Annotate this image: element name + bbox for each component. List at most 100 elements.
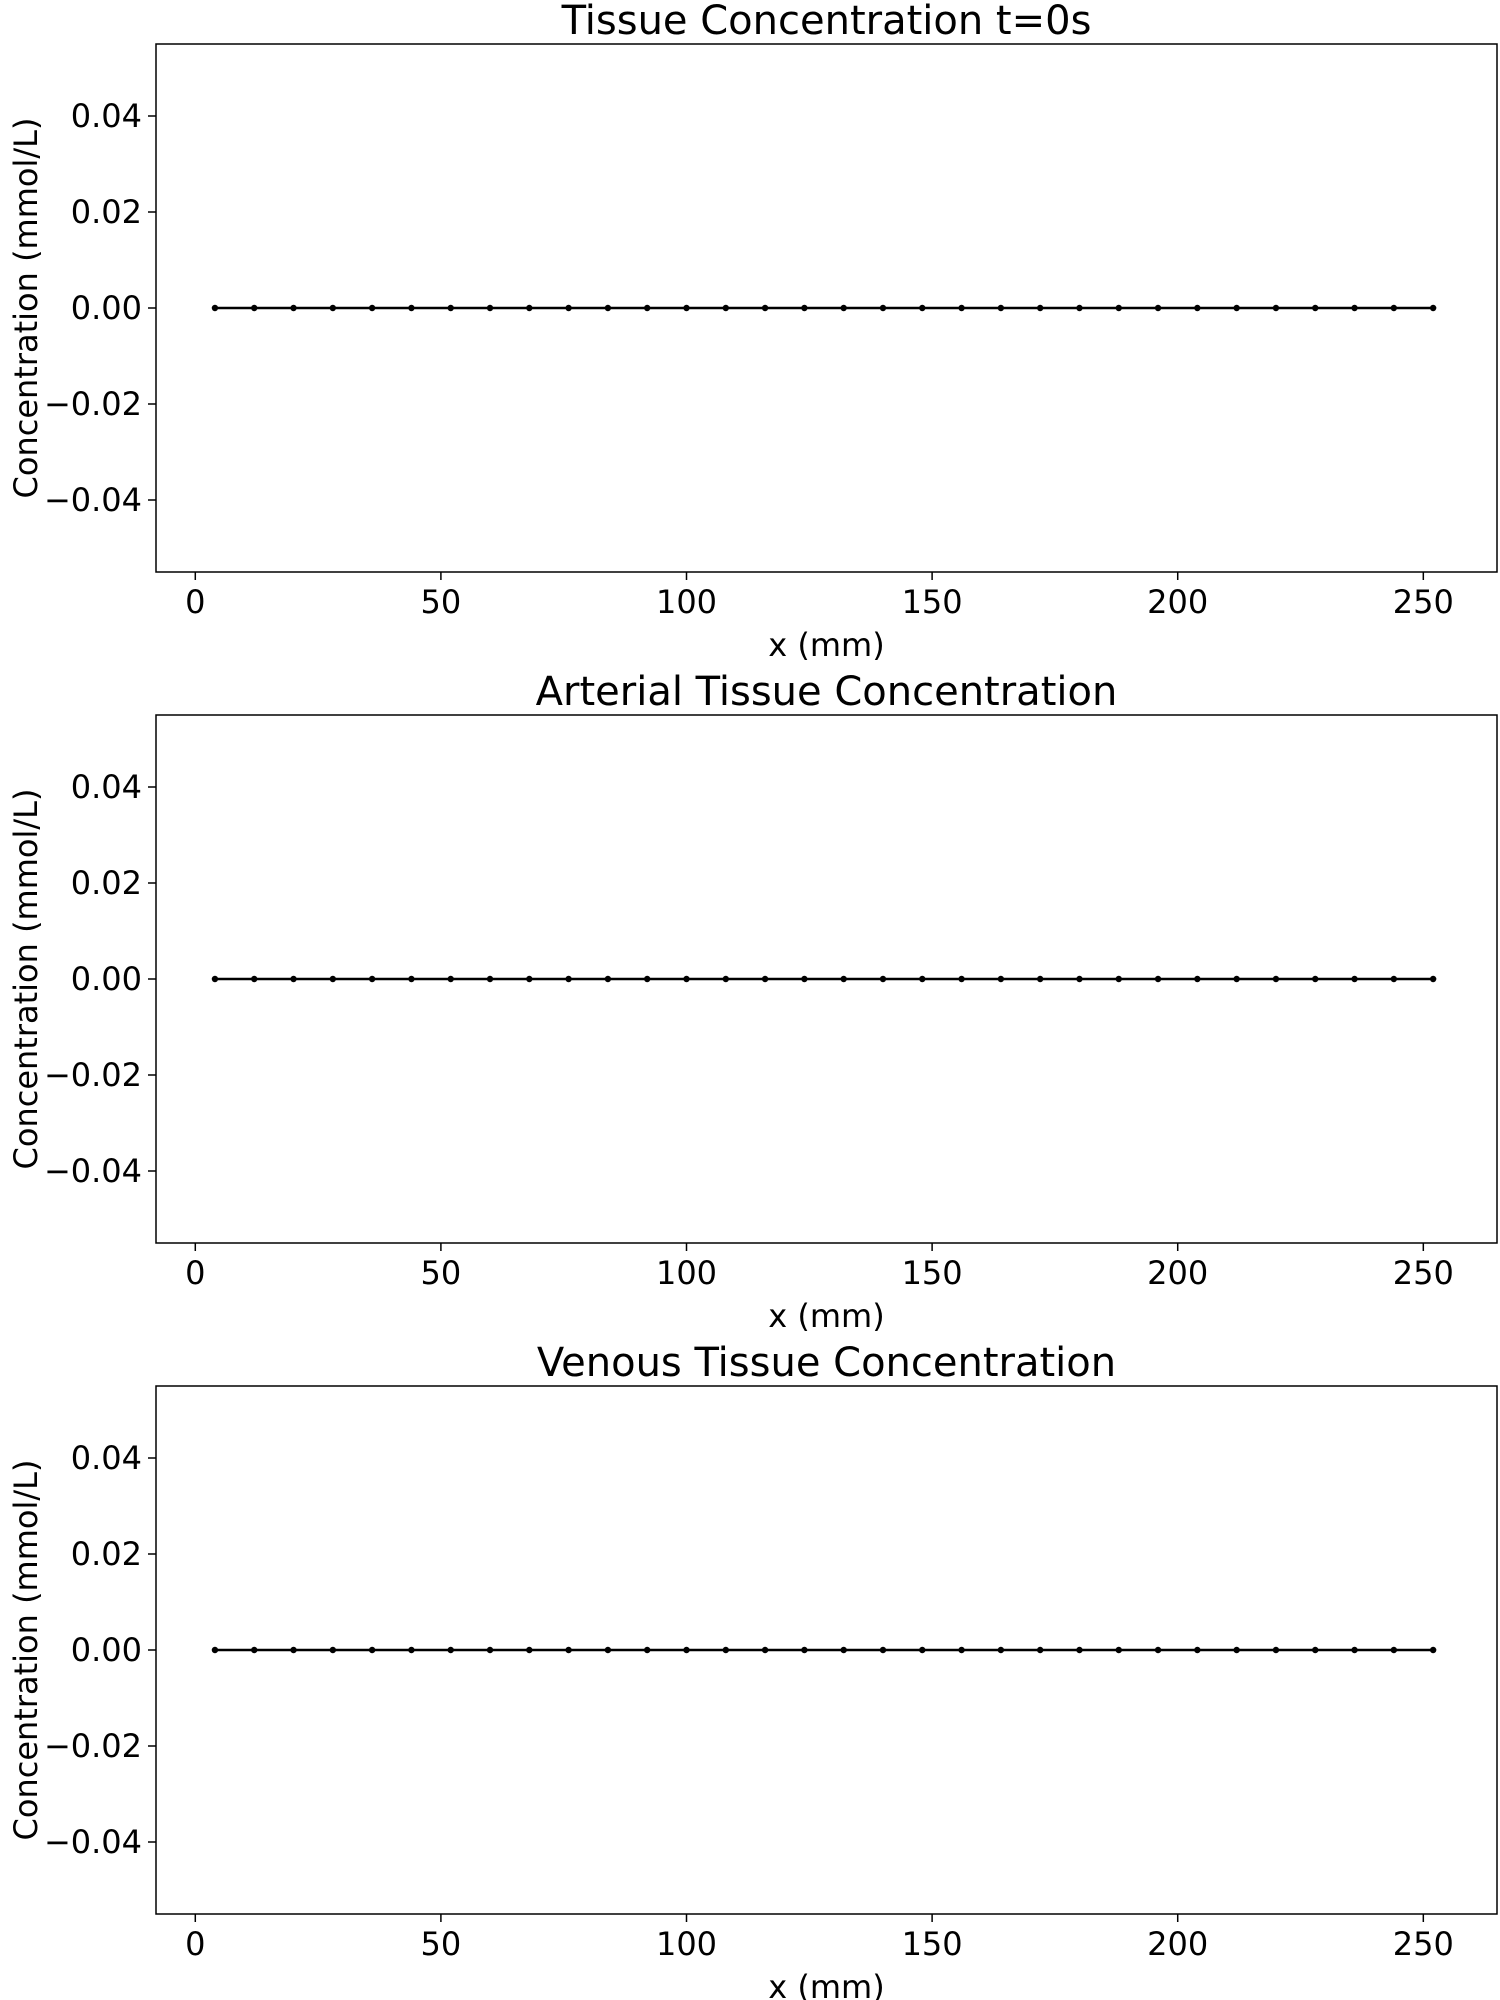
chart1-data-point [840,304,847,312]
chart1-xtick-label: 50 [421,583,462,621]
chart3-data-point [368,1646,376,1654]
chart1-data-point [1194,304,1201,312]
chart2-data-point [329,975,337,983]
chart1-data-point [565,304,572,312]
chart2-data-point [1351,975,1358,983]
chart1-data-point [1312,304,1319,312]
chart2-data-point [1312,975,1319,983]
chart3-ylabel: Concentration (mmol/L) [7,1460,45,1841]
chart3-data-point [1194,1646,1201,1654]
chart3-data-point [1154,1646,1162,1654]
chart3-data-point [1233,1646,1240,1654]
chart2-data-point [486,975,494,983]
chart2-xtick-label: 250 [1393,1254,1454,1292]
chart1-data-point [1390,304,1398,312]
chart3-ytick-label: −0.02 [44,1727,142,1765]
chart3-data-point [1076,1646,1083,1654]
chart2-data-point [211,975,219,983]
chart1-xtick-label: 0 [185,583,205,621]
chart2-data-point [1390,975,1398,983]
chart1-xtick-label: 200 [1147,583,1208,621]
chart3-data-point [683,1646,690,1654]
chart3-data-point [761,1646,769,1654]
chart1-data-point [683,304,690,312]
chart3-data-point [329,1646,337,1654]
chart2-data-point [997,975,1005,983]
chart3-data-point [1351,1646,1358,1654]
chart3-data-point [1036,1646,1044,1654]
chart3-data-point [604,1646,612,1654]
chart1-data-point [604,304,612,312]
chart2-data-point [644,975,651,983]
chart3-title: Venous Tissue Concentration [537,1340,1116,1386]
chart2-data-point [408,975,415,983]
chart3-data-point [1312,1646,1319,1654]
chart1-xlabel: x (mm) [768,626,884,664]
chart1-data-point [251,304,258,312]
chart2-ylabel: Concentration (mmol/L) [7,789,45,1170]
chart3-xtick-label: 100 [656,1925,717,1963]
chart1-ytick-label: 0.04 [71,97,142,135]
chart3-data-point [290,1646,297,1654]
chart2-ytick-label: 0.02 [71,864,142,902]
chart1-data-point [1154,304,1162,312]
chart1-data-point [761,304,769,312]
chart3-data-point [997,1646,1005,1654]
chart3-ytick-label: −0.04 [44,1823,142,1861]
chart1-data-point [1076,304,1083,312]
chart3-data-point [919,1646,926,1654]
chart3-data-point [1115,1646,1122,1654]
chart1-xtick-label: 150 [902,583,963,621]
chart3-xtick-label: 250 [1393,1925,1454,1963]
chart2-xtick-label: 200 [1147,1254,1208,1292]
chart2-data-point [1115,975,1122,983]
chart1-data-point [1233,304,1240,312]
chart2-title: Arterial Tissue Concentration [536,669,1118,715]
chart2-data-point [251,975,258,983]
chart3-xtick-label: 50 [421,1925,462,1963]
chart2-data-point [565,975,572,983]
chart1-data-point [1351,304,1358,312]
chart2-ytick-label: −0.04 [44,1152,142,1190]
chart2-data-point [958,975,965,983]
chart1-data-point [722,304,730,312]
chart2-data-point [683,975,690,983]
chart2-data-point [840,975,847,983]
chart3-data-point [879,1646,887,1654]
chart3-data-point [644,1646,651,1654]
chart3-ytick-label: 0.04 [71,1439,142,1477]
chart2-data-point [290,975,297,983]
chart2-data-point [1272,975,1280,983]
chart3-ytick-label: 0.00 [71,1631,142,1669]
chart3-data-point [958,1646,965,1654]
chart2-data-point [1076,975,1083,983]
chart2-data-point [1233,975,1240,983]
chart3-xlabel: x (mm) [768,1968,884,2000]
chart1-data-point [644,304,651,312]
chart2-data-point [447,975,454,983]
chart2-ytick-label: −0.02 [44,1056,142,1094]
chart2-data-point [526,975,533,983]
chart3-data-point [211,1646,219,1654]
chart1-data-point [486,304,494,312]
chart2-data-point [919,975,926,983]
chart1-data-point [1036,304,1044,312]
chart2-data-point [1036,975,1044,983]
chart3-data-point [801,1646,808,1654]
chart2-data-point [368,975,376,983]
chart2-xlabel: x (mm) [768,1297,884,1335]
chart1-ytick-label: −0.02 [44,385,142,423]
chart1-data-point [447,304,454,312]
chart3-data-point [251,1646,258,1654]
chart3-xtick-label: 200 [1147,1925,1208,1963]
chart2-xtick-label: 150 [902,1254,963,1292]
chart1-data-point [1115,304,1122,312]
chart2-xtick-label: 50 [421,1254,462,1292]
chart3-ytick-label: 0.02 [71,1535,142,1573]
chart2-xtick-label: 0 [185,1254,205,1292]
chart1-data-point [368,304,376,312]
chart3-data-point [408,1646,415,1654]
chart2-data-point [1154,975,1162,983]
chart1-ytick-label: 0.02 [71,193,142,231]
chart1-data-point [290,304,297,312]
